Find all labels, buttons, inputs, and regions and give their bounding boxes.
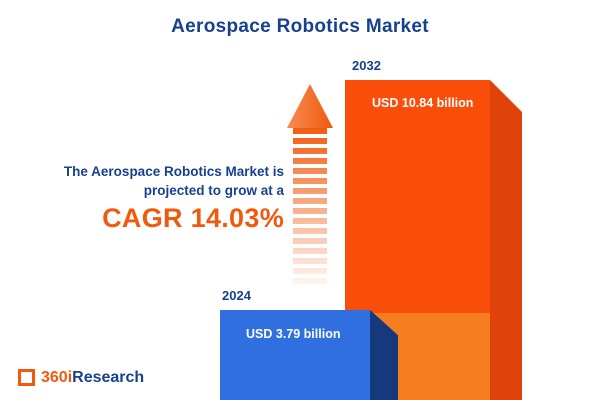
annotation-line2: projected to grow at a bbox=[143, 183, 284, 198]
growth-arrow-icon bbox=[287, 84, 333, 128]
growth-arrow-fade bbox=[293, 128, 327, 286]
year-label-2032: 2032 bbox=[352, 58, 381, 73]
annotation-text: The Aerospace Robotics Market is project… bbox=[20, 162, 284, 200]
cagr-value: CAGR 14.03% bbox=[102, 203, 284, 233]
bar-2032-side-face bbox=[490, 80, 522, 400]
logo-text-prefix: 360i bbox=[41, 368, 73, 386]
value-label-2024: USD 3.79 billion bbox=[246, 327, 341, 341]
annotation-line1: The Aerospace Robotics Market is bbox=[63, 164, 284, 179]
page-title: Aerospace Robotics Market bbox=[171, 16, 429, 37]
brand-logo: 360iResearch bbox=[18, 369, 144, 386]
bar-2024 bbox=[220, 310, 370, 400]
logo-square-icon bbox=[18, 369, 35, 386]
logo-text-suffix: Research bbox=[72, 368, 145, 386]
year-label-2024: 2024 bbox=[222, 288, 251, 303]
logo-text: 360iResearch bbox=[41, 368, 145, 386]
value-label-2032: USD 10.84 billion bbox=[372, 96, 474, 110]
